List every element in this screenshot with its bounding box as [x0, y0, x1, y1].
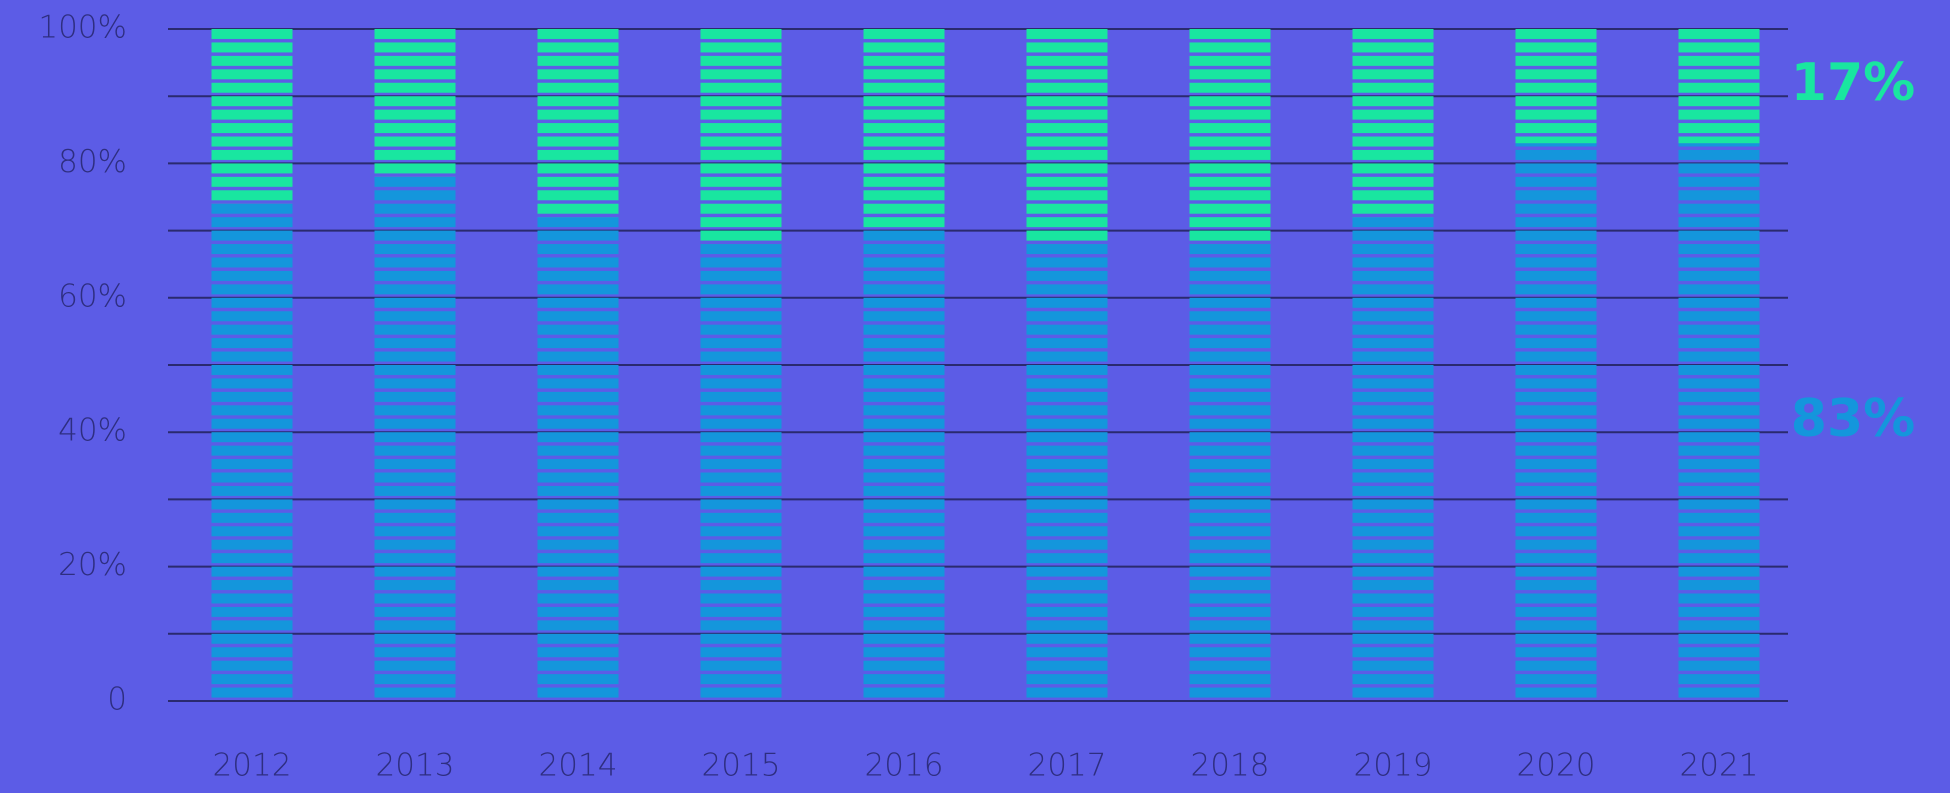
bar-segment: [700, 244, 782, 702]
value-label: 83%: [1791, 389, 1915, 449]
bar-segment: [211, 203, 293, 701]
x-tick-label: 2018: [1191, 748, 1270, 784]
x-tick-label: 2017: [1028, 748, 1107, 784]
y-tick-label: 100%: [38, 10, 127, 46]
bar-segment: [1352, 217, 1434, 701]
x-tick-label: 2016: [865, 748, 944, 784]
bar-segment: [1026, 29, 1108, 245]
x-tick-label: 2014: [539, 748, 618, 784]
y-tick-label: 80%: [58, 144, 127, 180]
x-tick-label: 2021: [1680, 748, 1759, 784]
bar-segment: [1026, 244, 1108, 702]
x-tick-label: 2013: [376, 748, 455, 784]
y-tick-label: 20%: [58, 547, 127, 583]
y-tick-label: 0: [107, 682, 127, 718]
bar-segment: [537, 217, 619, 701]
x-tick-label: 2015: [702, 748, 781, 784]
x-tick-label: 2012: [213, 748, 292, 784]
bar-segment: [1515, 29, 1597, 144]
x-tick-label: 2020: [1517, 748, 1596, 784]
x-tick-label: 2019: [1354, 748, 1433, 784]
bar-segment: [1678, 143, 1760, 702]
bar-segment: [211, 29, 293, 204]
bar-segment: [1189, 244, 1271, 702]
bar-segment: [700, 29, 782, 245]
y-tick-label: 40%: [58, 413, 127, 449]
y-tick-label: 60%: [58, 278, 127, 314]
bar-segment: [1352, 29, 1434, 218]
value-label: 17%: [1791, 53, 1915, 113]
bar-segment: [374, 176, 456, 702]
bar-segment: [863, 230, 945, 701]
bar-segment: [1515, 143, 1597, 702]
bar-segment: [1189, 29, 1271, 245]
bar-segment: [374, 29, 456, 177]
bar-segment: [1678, 29, 1760, 144]
bar-segment: [863, 29, 945, 231]
bar-segment: [537, 29, 619, 218]
